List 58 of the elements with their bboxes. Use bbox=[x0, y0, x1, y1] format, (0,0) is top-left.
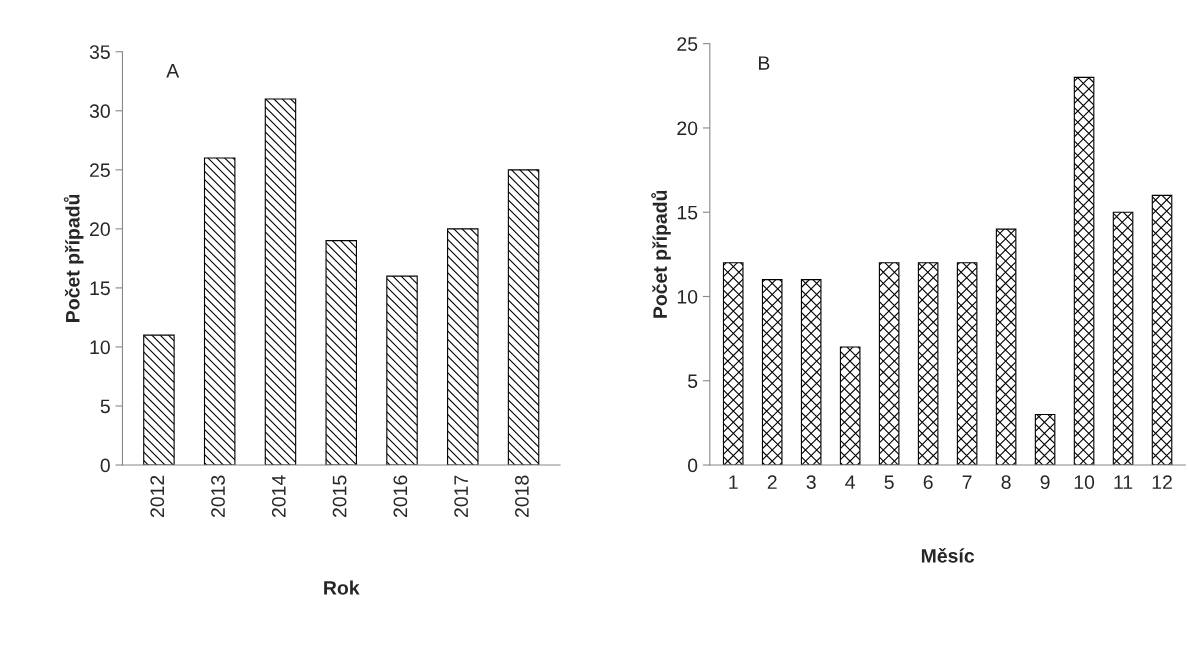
annotation: A bbox=[166, 64, 180, 78]
bar bbox=[507, 169, 540, 466]
x-tick-label: 2013 bbox=[211, 475, 225, 518]
bar bbox=[761, 279, 783, 466]
bar bbox=[878, 262, 900, 466]
y-tick-label: 25 bbox=[677, 37, 698, 51]
x-tick-label: 1 bbox=[729, 475, 738, 489]
y-tick-label: 10 bbox=[677, 289, 698, 304]
y-tick-label: 20 bbox=[90, 222, 110, 237]
x-tick-label: 2018 bbox=[515, 475, 529, 518]
x-tick-label: 10 bbox=[1074, 475, 1095, 490]
x-tick-label: 2014 bbox=[271, 475, 286, 518]
bar bbox=[386, 275, 418, 466]
x-tick-label: 9 bbox=[1040, 475, 1050, 490]
x-tick-label: 2015 bbox=[332, 475, 347, 518]
x-tick-label: 3 bbox=[806, 475, 816, 490]
bar bbox=[956, 262, 978, 466]
annotation: B bbox=[758, 56, 770, 70]
x-tick-label: 2 bbox=[767, 475, 777, 489]
x-tick-label: 12 bbox=[1152, 475, 1172, 489]
bar bbox=[839, 346, 861, 466]
y-tick-label: 25 bbox=[90, 163, 110, 178]
bar bbox=[203, 157, 236, 466]
bar bbox=[722, 262, 744, 466]
bar bbox=[917, 262, 939, 466]
y-tick-label: 0 bbox=[687, 458, 698, 473]
bar bbox=[1034, 413, 1056, 466]
x-tick-label: 2012 bbox=[150, 475, 165, 518]
y-axis-title: Počet případů bbox=[651, 190, 671, 318]
y-tick-label: 30 bbox=[89, 104, 110, 119]
bar bbox=[995, 228, 1017, 466]
bar bbox=[1073, 76, 1095, 466]
y-tick-label: 10 bbox=[90, 340, 110, 355]
x-axis-title: Rok bbox=[324, 580, 360, 595]
x-tick-label: 11 bbox=[1114, 475, 1133, 489]
x-tick-label: 8 bbox=[1001, 475, 1011, 490]
y-tick-label: 5 bbox=[687, 374, 698, 388]
x-axis-title: Měsíc bbox=[921, 548, 975, 563]
x-tick-label: 2016 bbox=[393, 475, 408, 518]
y-tick-label: 0 bbox=[100, 458, 110, 473]
bar bbox=[264, 98, 297, 466]
bar bbox=[143, 334, 175, 466]
y-tick-label: 35 bbox=[89, 45, 110, 59]
bar bbox=[800, 279, 822, 466]
x-tick-label: 6 bbox=[923, 475, 933, 490]
y-tick-label: 20 bbox=[677, 121, 698, 136]
x-tick-label: 2017 bbox=[454, 475, 468, 518]
y-axis-title: Počet případů bbox=[63, 194, 84, 322]
y-tick-label: 15 bbox=[90, 281, 110, 296]
x-tick-label: 7 bbox=[962, 475, 972, 489]
bar bbox=[447, 228, 479, 466]
x-tick-label: 4 bbox=[845, 475, 856, 489]
y-tick-label: 15 bbox=[677, 205, 698, 220]
bar bbox=[1112, 211, 1134, 466]
x-tick-label: 5 bbox=[884, 475, 894, 490]
y-tick-label: 5 bbox=[100, 399, 110, 414]
bar bbox=[325, 240, 357, 466]
bar bbox=[1151, 194, 1173, 466]
